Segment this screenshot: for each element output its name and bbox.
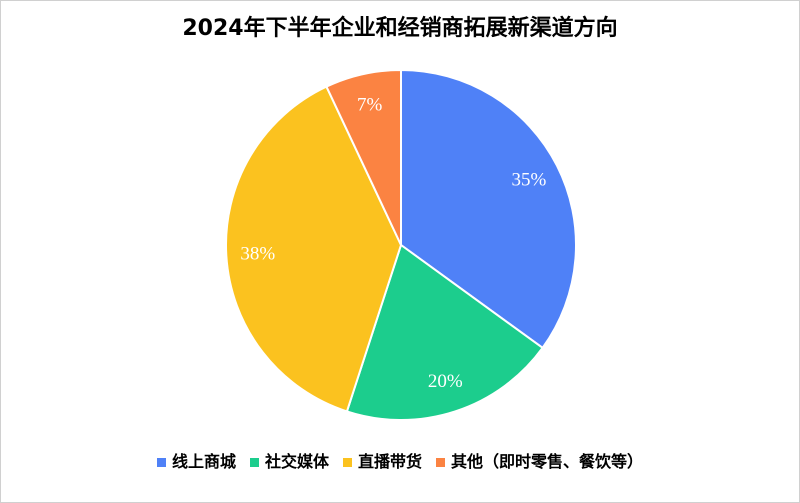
legend-item-4: 其他（即时零售、餐饮等） xyxy=(436,450,643,474)
pie-slice-label-4: 7% xyxy=(357,94,383,115)
pie-slice-label-1: 35% xyxy=(511,169,546,190)
legend-item-1: 线上商城 xyxy=(156,450,236,474)
pie-slices xyxy=(225,69,577,421)
pie-slice-4 xyxy=(325,69,402,246)
legend-label-4: 其他（即时零售、餐饮等） xyxy=(451,452,644,471)
chart-title: 2024年下半年企业和经销商拓展新渠道方向 xyxy=(182,16,618,41)
legend-swatch-1 xyxy=(156,457,166,467)
pie-labels: 35% 20% 38% 7% xyxy=(240,94,546,392)
legend-swatch-4 xyxy=(436,457,446,467)
chart-legend: 线上商城 社交媒体 直播带货 其他（即时零售、餐饮等） xyxy=(1,450,799,474)
legend-item-2: 社交媒体 xyxy=(249,450,329,474)
pie-slice-label-3: 38% xyxy=(240,244,275,265)
pie-slice-2 xyxy=(345,244,544,421)
legend-swatch-3 xyxy=(343,457,352,467)
pie-slice-label-2: 20% xyxy=(428,371,463,392)
legend-label-1: 线上商城 xyxy=(171,452,236,471)
legend-item-3: 直播带货 xyxy=(343,450,422,474)
legend-swatch-2 xyxy=(249,457,259,467)
pie-slice-3 xyxy=(225,85,402,413)
legend-label-2: 社交媒体 xyxy=(264,452,329,471)
pie-slice-1 xyxy=(400,69,577,349)
legend-label-3: 直播带货 xyxy=(358,452,423,471)
